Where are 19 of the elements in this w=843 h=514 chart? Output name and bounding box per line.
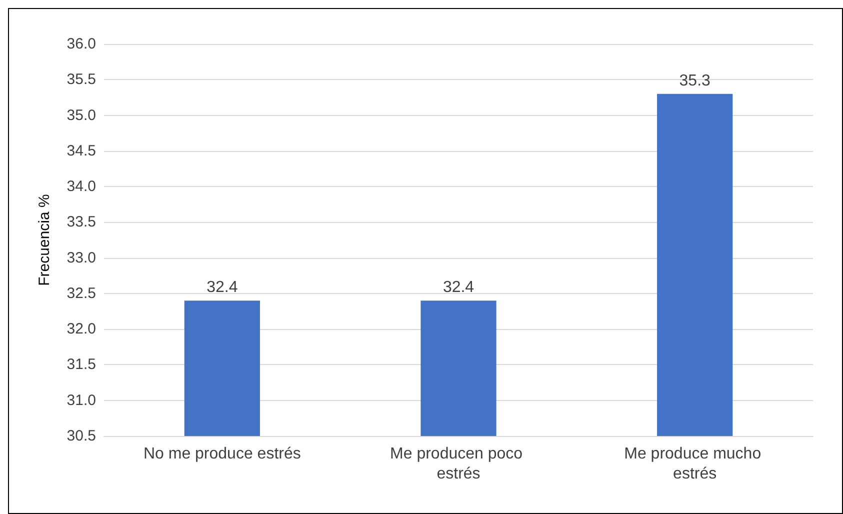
y-tick-label: 34.0 xyxy=(66,178,96,196)
y-tick-label: 36.0 xyxy=(66,36,96,52)
x-tick-label: Me producen poco estrés xyxy=(390,446,527,482)
data-label: 32.4 xyxy=(206,279,238,296)
y-tick-label: 35.5 xyxy=(66,71,96,88)
y-tick-label: 34.5 xyxy=(66,142,96,160)
y-tick-label: 33.5 xyxy=(66,214,96,231)
x-tick-label: Me produce mucho estrés xyxy=(624,446,766,482)
y-tick-label: 33.0 xyxy=(66,249,96,266)
y-axis-title: Frecuencia % xyxy=(36,194,53,286)
data-label: 35.3 xyxy=(679,72,711,90)
y-tick-label: 31.0 xyxy=(66,392,96,409)
data-label: 32.4 xyxy=(442,279,474,296)
y-tick-label: 32.5 xyxy=(66,284,96,302)
y-tick-label: 35.0 xyxy=(66,106,96,124)
y-tick-label: 30.5 xyxy=(66,428,96,444)
x-tick-label: No me produce estrés xyxy=(143,446,301,462)
y-tick-label: 32.0 xyxy=(66,320,96,338)
y-tick-label: 31.5 xyxy=(66,356,96,374)
